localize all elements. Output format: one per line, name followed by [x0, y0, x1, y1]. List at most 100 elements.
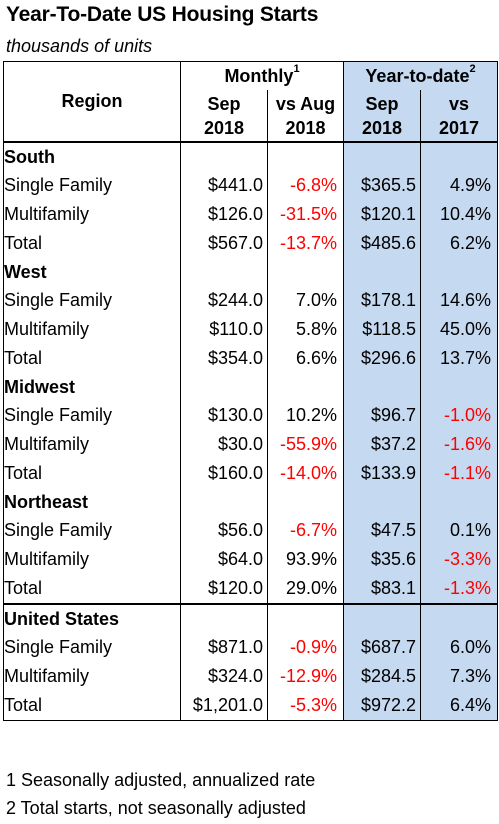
ytd-value: $47.5	[343, 516, 421, 545]
section-empty-cell-2	[267, 603, 344, 633]
table-row: Single Family $130.0 10.2% $96.7 -1.0%	[3, 401, 498, 430]
row-label: Single Family	[3, 516, 181, 545]
table-row: Multifamily $64.0 93.9% $35.6 -3.3%	[3, 545, 498, 574]
monthly-value: $567.0	[180, 229, 268, 258]
monthly-value: $130.0	[180, 401, 268, 430]
monthly-value: $324.0	[180, 662, 268, 691]
vs-aug-change: -6.8%	[267, 171, 344, 200]
ytd-value: $284.5	[343, 662, 421, 691]
row-label: Total	[3, 574, 181, 604]
table-row: Single Family $56.0 -6.7% $47.5 0.1%	[3, 516, 498, 545]
ytd-value: $365.5	[343, 171, 421, 200]
section-row-midwest: Midwest	[3, 373, 498, 401]
col-header-vs-2017-line1: vs	[448, 93, 470, 114]
region-header: Region	[3, 61, 181, 143]
col-header-ytd-sep-line1: Sep	[365, 93, 399, 114]
section-empty-cell-4	[420, 603, 498, 633]
vs-2017-change: -1.0%	[420, 401, 498, 430]
monthly-value: $110.0	[180, 315, 268, 344]
row-label: Multifamily	[3, 430, 181, 459]
ytd-value: $687.7	[343, 633, 421, 662]
col-header-vs-aug-line1: vs Aug	[275, 93, 336, 114]
ytd-group-header: Year-to-date2	[343, 61, 498, 90]
table-row: Single Family $441.0 -6.8% $365.5 4.9%	[3, 171, 498, 200]
row-label: Multifamily	[3, 315, 181, 344]
col-header-vs-2017-line2: 2017	[438, 117, 480, 138]
monthly-value: $354.0	[180, 344, 268, 373]
table-row: Single Family $871.0 -0.9% $687.7 6.0%	[3, 633, 498, 662]
ytd-value: $972.2	[343, 691, 421, 721]
col-header-vs-aug-line2: 2018	[285, 117, 326, 138]
table-row: Total $354.0 6.6% $296.6 13.7%	[3, 344, 498, 373]
monthly-value: $64.0	[180, 545, 268, 574]
row-label: Total	[3, 344, 181, 373]
row-label: Single Family	[3, 286, 181, 315]
region-header-label: Region	[61, 91, 123, 111]
vs-2017-change: -3.3%	[420, 545, 498, 574]
vs-aug-change: 5.8%	[267, 315, 344, 344]
table-row: Total $160.0 -14.0% $133.9 -1.1%	[3, 459, 498, 488]
section-empty-cell-2	[267, 258, 344, 286]
section-row-united-states: United States	[3, 603, 498, 633]
ytd-value: $133.9	[343, 459, 421, 488]
vs-2017-change: 6.4%	[420, 691, 498, 721]
footnote-marker-2: 2	[469, 62, 476, 75]
section-empty-cell-4	[420, 488, 498, 516]
section-region-label: Northeast	[3, 488, 181, 516]
section-empty-cell-4	[420, 373, 498, 401]
section-row-northeast: Northeast	[3, 488, 498, 516]
vs-2017-change: -1.3%	[420, 574, 498, 604]
ytd-value: $35.6	[343, 545, 421, 574]
table-row: Total $567.0 -13.7% $485.6 6.2%	[3, 229, 498, 258]
monthly-group-label: Monthly	[224, 65, 294, 86]
monthly-value: $160.0	[180, 459, 268, 488]
header-row-columns: Sep 2018 vs Aug 2018 Sep 2018 vs 2017	[4, 90, 498, 143]
table-row: Multifamily $30.0 -55.9% $37.2 -1.6%	[3, 430, 498, 459]
ytd-value: $485.6	[343, 229, 421, 258]
row-label: Single Family	[3, 401, 181, 430]
section-region-label: West	[3, 258, 181, 286]
row-label: Single Family	[3, 171, 181, 200]
table-row: Multifamily $110.0 5.8% $118.5 45.0%	[3, 315, 498, 344]
section-row-west: West	[3, 258, 498, 286]
row-label: Total	[3, 691, 181, 721]
section-empty-cell-1	[180, 142, 268, 171]
table-row: Total $1,201.0 -5.3% $972.2 6.4%	[3, 691, 498, 721]
section-empty-cell-1	[180, 603, 268, 633]
section-empty-cell-2	[267, 488, 344, 516]
ytd-value: $118.5	[343, 315, 421, 344]
section-region-label: Midwest	[3, 373, 181, 401]
section-empty-cell-1	[180, 258, 268, 286]
footnote-1: 1 Seasonally adjusted, annualized rate	[6, 770, 316, 790]
ytd-group-label: Year-to-date	[365, 65, 470, 86]
section-empty-cell-2	[267, 142, 344, 171]
ytd-value: $296.6	[343, 344, 421, 373]
table-row: Total $120.0 29.0% $83.1 -1.3%	[3, 574, 498, 604]
vs-aug-change: -5.3%	[267, 691, 344, 721]
vs-aug-change: -6.7%	[267, 516, 344, 545]
section-empty-cell-4	[420, 142, 498, 171]
vs-2017-change: 45.0%	[420, 315, 498, 344]
row-label: Total	[3, 229, 181, 258]
vs-aug-change: -0.9%	[267, 633, 344, 662]
ytd-value: $120.1	[343, 200, 421, 229]
col-header-sep-2018: Sep 2018	[180, 90, 268, 143]
vs-2017-change: -1.1%	[420, 459, 498, 488]
vs-2017-change: 6.2%	[420, 229, 498, 258]
section-region-label: United States	[3, 603, 181, 633]
footnote-marker-1: 1	[293, 62, 300, 75]
vs-aug-change: 29.0%	[267, 574, 344, 604]
row-label: Multifamily	[3, 545, 181, 574]
vs-aug-change: -31.5%	[267, 200, 344, 229]
table-row: Multifamily $126.0 -31.5% $120.1 10.4%	[3, 200, 498, 229]
monthly-value: $871.0	[180, 633, 268, 662]
section-empty-cell-1	[180, 488, 268, 516]
vs-2017-change: 4.9%	[420, 171, 498, 200]
monthly-value: $244.0	[180, 286, 268, 315]
monthly-group-header: Monthly1	[180, 61, 344, 90]
col-header-ytd-sep-line2: 2018	[361, 117, 403, 138]
vs-2017-change: 7.3%	[420, 662, 498, 691]
row-label: Multifamily	[3, 662, 181, 691]
section-empty-cell-3	[343, 142, 421, 171]
monthly-value: $56.0	[180, 516, 268, 545]
